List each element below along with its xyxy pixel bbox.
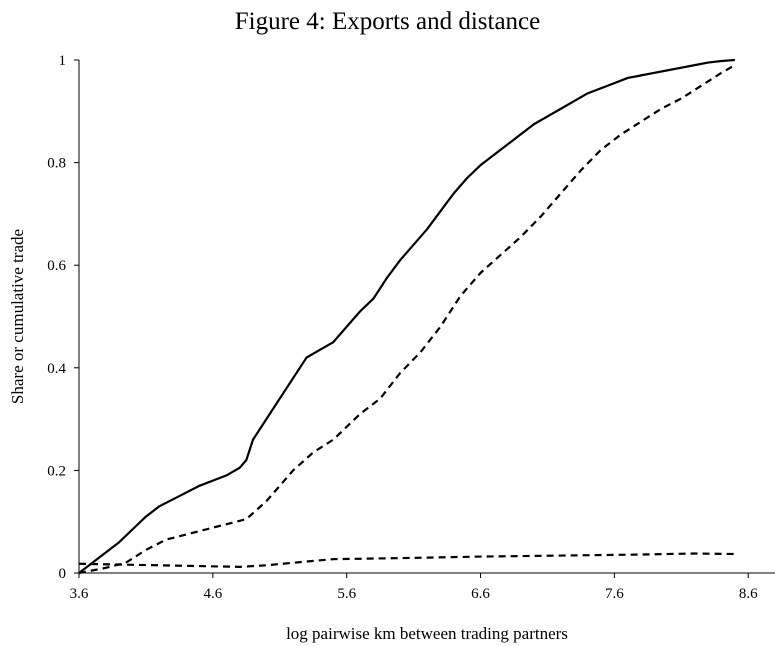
- axes: [78, 60, 775, 574]
- y-tick-label: 1: [59, 53, 67, 69]
- series-line-2: [78, 64, 736, 575]
- series-line-1: [78, 58, 735, 574]
- chart-title: Figure 4: Exports and distance: [234, 8, 541, 35]
- series-line-3: [78, 552, 735, 568]
- y-tick-label: 0.4: [47, 361, 66, 377]
- y-tick-label: 0: [59, 566, 67, 582]
- y-tick-label: 0.2: [47, 463, 66, 479]
- x-tick-label: 5.6: [337, 586, 356, 602]
- x-axis-title: log pairwise km between trading partners: [286, 624, 568, 643]
- x-tick-label: 8.6: [739, 586, 758, 602]
- y-axis-title: Share or cumulative trade: [8, 229, 27, 404]
- x-tick-label: 4.6: [203, 586, 222, 602]
- ticks-layer: 0 0.2 0.4 0.6 0.8 1 3.6 4.6 5.6 6.6 7.6 8.6: [47, 53, 758, 602]
- y-tick-label: 0.8: [47, 156, 66, 172]
- x-tick-label: 6.6: [471, 586, 490, 602]
- x-tick-label: 3.6: [70, 586, 89, 602]
- y-tick-label: 0.6: [47, 258, 66, 274]
- series-layer: [78, 58, 736, 575]
- x-tick-label: 7.6: [605, 586, 624, 602]
